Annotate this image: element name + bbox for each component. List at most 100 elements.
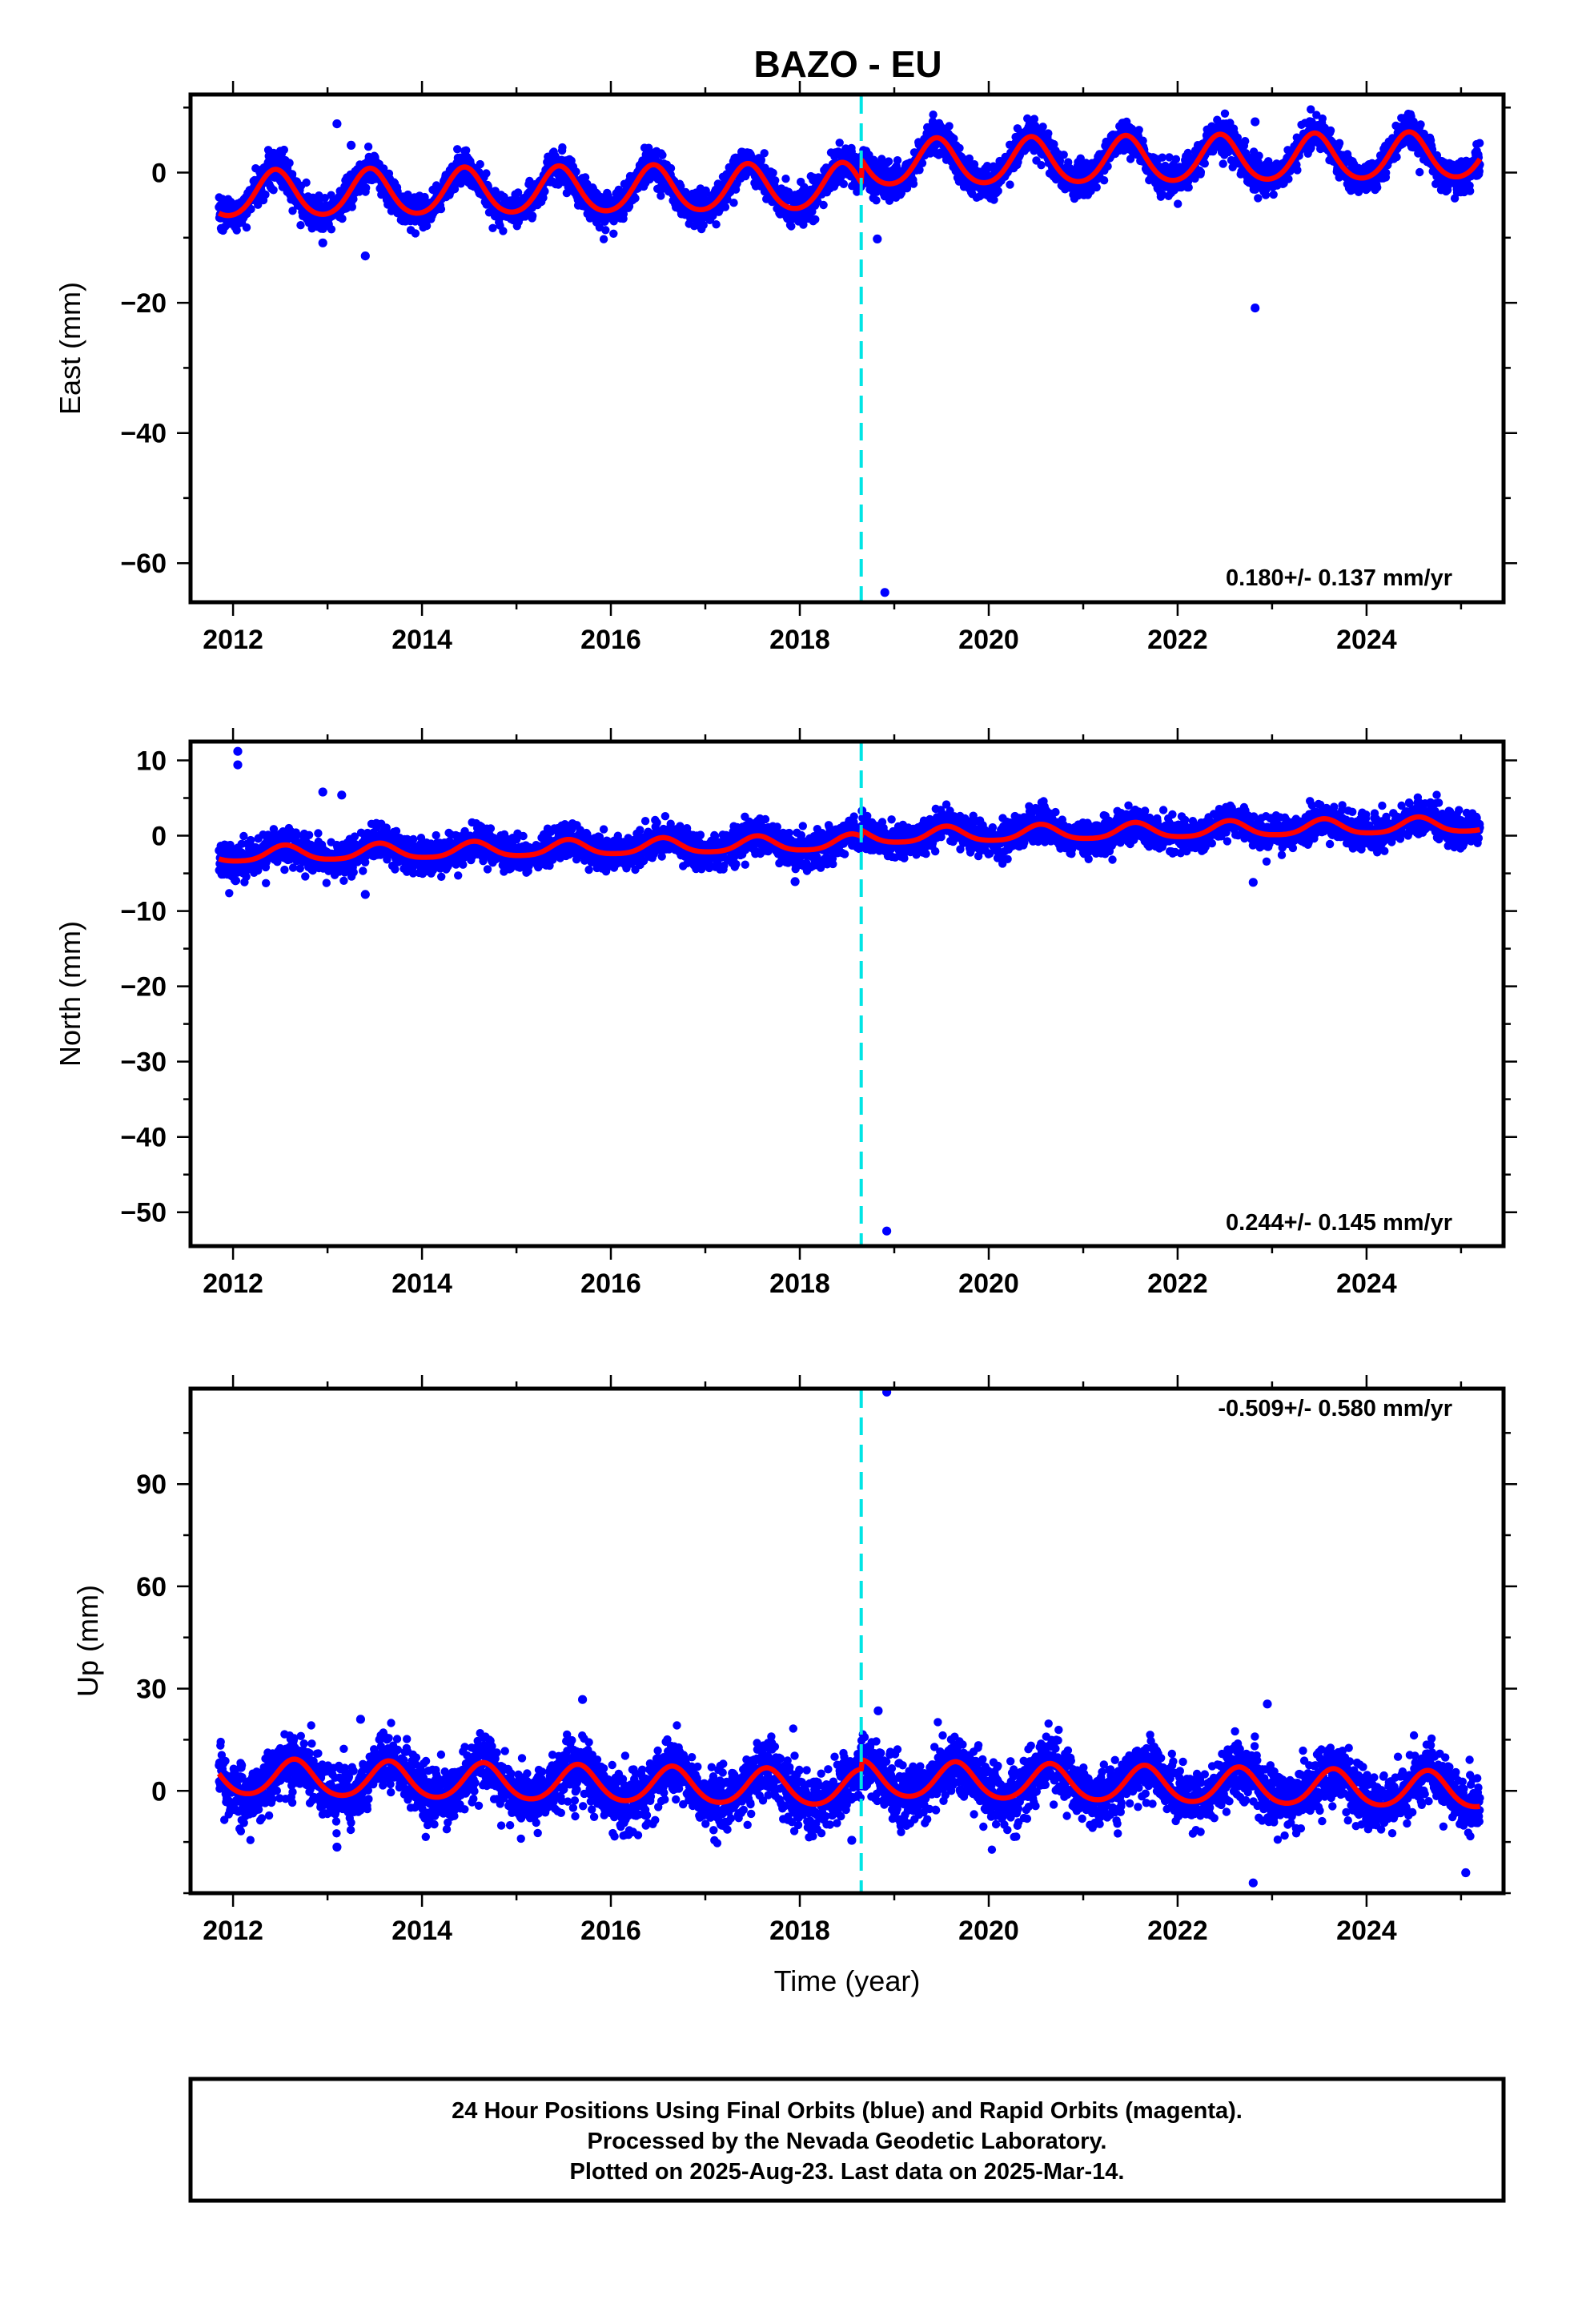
east-data-point	[1382, 168, 1391, 177]
east-data-point	[1416, 120, 1425, 129]
east-ytick-label: 0	[151, 159, 167, 189]
east-data-point	[247, 204, 255, 214]
east-data-point	[1293, 166, 1302, 175]
east-data-point	[656, 191, 665, 200]
east-data-point	[513, 188, 523, 197]
east-data-point	[1184, 183, 1193, 192]
east-data-point	[1038, 123, 1047, 131]
east-data-point	[528, 211, 537, 220]
east-data-point	[1006, 180, 1014, 189]
figure-title: BAZO - EU	[753, 43, 942, 85]
east-data-point	[1415, 167, 1424, 177]
east-outlier-point	[1251, 117, 1260, 127]
east-data-point	[232, 226, 241, 235]
east-data-point	[760, 149, 769, 158]
east-outlier-point	[332, 119, 342, 129]
east-xtick-label: 2018	[769, 625, 830, 655]
east-data-point	[609, 229, 618, 238]
east-data-point	[599, 235, 608, 243]
east-outlier-point	[360, 251, 370, 261]
north-data-point	[231, 876, 241, 885]
east-data-point	[1220, 109, 1230, 118]
east-data-point	[539, 193, 548, 203]
east-data-point	[839, 179, 849, 188]
east-data-point	[1174, 199, 1182, 208]
east-ytick-label: −20	[120, 288, 167, 319]
east-data-point	[411, 229, 420, 238]
east-data-point	[1284, 175, 1293, 183]
north-data-point	[280, 865, 289, 875]
east-data-point	[1219, 159, 1227, 168]
east-data-point	[1044, 129, 1053, 138]
east-data-point	[1466, 187, 1475, 195]
east-data-point	[462, 146, 471, 155]
east-data-point	[572, 167, 580, 176]
east-data-point	[835, 139, 844, 147]
east-ytick-label: −40	[120, 419, 167, 449]
east-data-point	[1092, 183, 1101, 192]
north-data-point	[301, 872, 310, 881]
north-data-point	[239, 831, 248, 841]
east-data-point	[1269, 190, 1278, 199]
east-data-point	[363, 143, 373, 151]
east-data-point	[1326, 126, 1335, 135]
east-data-point	[288, 207, 297, 215]
east-outlier-point	[873, 234, 882, 243]
east-data-point	[499, 227, 508, 235]
east-xtick-label: 2014	[391, 625, 452, 655]
east-data-point	[488, 223, 497, 232]
east-data-point	[619, 210, 628, 219]
east-outlier-point	[880, 588, 889, 597]
east-data-point	[681, 187, 690, 197]
east-data-point	[269, 186, 278, 195]
east-data-point	[580, 173, 590, 182]
east-xtick-label: 2020	[958, 625, 1019, 655]
east-data-point	[453, 145, 462, 154]
east-data-point	[1373, 183, 1382, 192]
east-data-point	[347, 203, 356, 211]
east-data-point	[362, 183, 371, 192]
east-data-point	[422, 221, 432, 231]
east-xtick-label: 2024	[1336, 625, 1397, 655]
east-data-point	[955, 143, 964, 153]
east-ytick-label: −60	[120, 549, 167, 579]
east-data-point	[811, 215, 820, 224]
east-data-point	[787, 222, 796, 231]
east-data-point	[909, 179, 918, 188]
east-data-point	[994, 187, 1002, 195]
east-outlier-point	[1251, 304, 1260, 313]
east-data-point	[666, 163, 676, 173]
north-data-point	[225, 889, 234, 898]
east-data-point	[285, 159, 294, 167]
east-ylabel: East (mm)	[54, 282, 86, 415]
east-data-point	[1392, 152, 1401, 162]
east-data-point	[1134, 126, 1143, 135]
east-data-point	[729, 199, 738, 207]
east-xtick-label: 2016	[580, 625, 641, 655]
east-points	[215, 105, 1484, 597]
east-data-point	[893, 156, 902, 165]
east-data-point	[287, 170, 297, 179]
north-panel: 2012 2014 2016 2018 2020 2022 2024100−10−20−30…	[54, 728, 1517, 1299]
east-data-point	[1241, 137, 1250, 146]
east-data-point	[1254, 194, 1263, 203]
east-data-point	[1059, 151, 1068, 159]
east-data-point	[1171, 155, 1181, 163]
east-data-point	[320, 194, 329, 203]
east-data-point	[771, 176, 780, 185]
east-data-point	[296, 221, 305, 230]
north-points	[215, 746, 1484, 1236]
east-data-point	[279, 145, 288, 155]
east-data-point	[338, 214, 347, 223]
east-data-point	[302, 178, 311, 187]
east-outlier-point	[318, 238, 327, 247]
east-data-point	[1037, 161, 1046, 170]
east-data-point	[884, 157, 893, 166]
east-data-point	[327, 225, 336, 234]
north-data-point	[262, 879, 271, 888]
east-outlier-point	[347, 140, 356, 150]
east-data-point	[558, 143, 567, 152]
east-xtick-label: 2022	[1147, 625, 1208, 655]
